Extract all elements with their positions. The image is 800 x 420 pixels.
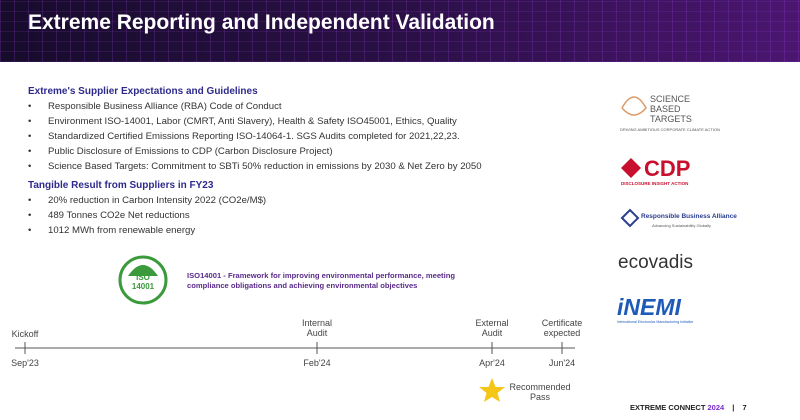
cdp-icon [621, 158, 641, 178]
logo-sbt: SCIENCE BASED TARGETS [650, 94, 692, 124]
logo-inemi: iNEMI [617, 294, 681, 320]
bullet-item: Responsible Business Alliance (RBA) Code… [28, 101, 282, 112]
logo-inemi-tagline: International Electronics Manufacturing … [617, 320, 694, 324]
iso-leaf [128, 265, 158, 276]
star-note: Recommended Pass [509, 382, 571, 402]
logo-ecovadis: ecovadis [618, 252, 693, 273]
footer: EXTREME CONNECT 2024 | 7 [630, 403, 747, 412]
milestone-label: Certificate expected [541, 318, 583, 338]
logo-rba-tagline: Advancing Sustainability Globally [652, 223, 711, 228]
footer-sep: | [732, 403, 735, 412]
bullet-item: Standardized Certified Emissions Reporti… [28, 131, 460, 142]
logo-cdp-tagline: DISCLOSURE INSIGHT ACTION [621, 181, 689, 186]
footer-year: 2024 [707, 403, 725, 412]
footer-page: 7 [742, 403, 747, 412]
bullet-item: 489 Tonnes CO2e Net reductions [28, 210, 190, 221]
bullet-item: Science Based Targets: Commitment to SBT… [28, 161, 482, 172]
bullet-item: 1012 MWh from renewable energy [28, 225, 195, 236]
footer-event: EXTREME CONNECT [630, 403, 706, 412]
rba-icon [620, 208, 640, 228]
header-band [0, 0, 800, 62]
iso-text: ISO14001 - Framework for improving envir… [187, 271, 455, 290]
bullet-item: Public Disclosure of Emissions to CDP (C… [28, 146, 333, 157]
timeline-ticks [24, 342, 563, 354]
milestone-date: Apr'24 [479, 358, 505, 368]
section-heading: Tangible Result from Suppliers in FY23 [28, 180, 214, 191]
bullet-item: Environment ISO-14001, Labor (CMRT, Anti… [28, 116, 457, 127]
logo-sbt-tagline: DRIVING AMBITIOUS CORPORATE CLIMATE ACTI… [620, 127, 720, 132]
section-heading: Extreme's Supplier Expectations and Guid… [28, 86, 258, 97]
milestone-label: External Audit [475, 318, 509, 338]
sbt-icon [621, 96, 647, 116]
milestone-label: Internal Audit [301, 318, 333, 338]
logo-cdp: CDP [644, 156, 691, 181]
iso-badge [118, 255, 168, 305]
milestone-date: Feb'24 [303, 358, 331, 368]
milestone-label: Kickoff [11, 329, 39, 339]
bullet-item: 20% reduction in Carbon Intensity 2022 (… [28, 195, 266, 206]
star [479, 378, 505, 402]
milestone-date: Sep'23 [11, 358, 39, 368]
milestone-date: Jun'24 [548, 358, 576, 368]
logo-rba: Responsible Business Alliance [641, 213, 737, 220]
iso-badge-label: ISO 14001 [131, 273, 155, 291]
slide-title: Extreme Reporting and Independent Valida… [28, 11, 495, 34]
